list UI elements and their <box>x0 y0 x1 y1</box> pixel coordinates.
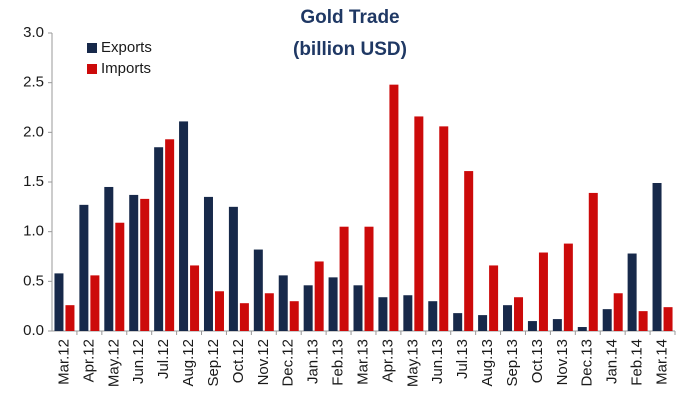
bar <box>464 171 474 331</box>
x-tick-label: Sep.12 <box>205 339 222 387</box>
bar <box>115 222 125 331</box>
x-tick-label: Jun.13 <box>429 339 446 384</box>
bar <box>264 293 274 331</box>
bar <box>577 327 587 331</box>
legend-swatch <box>87 64 97 74</box>
bar <box>378 297 388 331</box>
bar <box>663 307 673 331</box>
bar <box>638 311 648 331</box>
bar <box>439 126 449 331</box>
bar <box>54 273 64 331</box>
bar <box>129 194 139 331</box>
x-tick-label: Jul.12 <box>155 339 172 379</box>
legend-label: Exports <box>101 39 152 56</box>
bar <box>190 265 200 331</box>
x-tick-label: Nov.12 <box>255 339 272 385</box>
y-tick-label: 2.5 <box>23 74 44 91</box>
y-tick-label: 1.0 <box>23 223 44 240</box>
bar <box>453 313 463 331</box>
bar <box>339 226 349 331</box>
bar <box>478 315 488 331</box>
x-tick-label: Jan.14 <box>604 339 621 384</box>
bar <box>328 277 338 331</box>
x-tick-label: Mar.13 <box>354 339 371 385</box>
bar <box>314 261 324 331</box>
y-tick-label: 3.0 <box>23 24 44 41</box>
bar <box>179 121 189 331</box>
bar <box>104 186 114 331</box>
x-tick-label: May.13 <box>404 339 421 387</box>
bar <box>165 139 175 331</box>
bar <box>489 265 499 331</box>
x-tick-label: May.12 <box>105 339 122 387</box>
bar <box>154 147 164 331</box>
legend-swatch <box>87 43 97 53</box>
x-tick-label: Jan.13 <box>305 339 322 384</box>
x-tick-label: Mar.12 <box>55 339 72 385</box>
bar <box>353 285 363 331</box>
x-tick-label: Mar.14 <box>654 339 671 385</box>
x-tick-label: Sep.13 <box>504 339 521 387</box>
bar <box>253 249 263 331</box>
bar <box>602 309 612 331</box>
bar <box>214 291 224 331</box>
bar <box>538 252 548 331</box>
bar <box>389 84 399 331</box>
y-tick-label: 1.5 <box>23 173 44 190</box>
bar <box>613 293 623 331</box>
x-tick-label: Feb.13 <box>330 339 347 386</box>
bar <box>652 182 662 331</box>
bar <box>203 196 213 331</box>
x-tick-label: Aug.13 <box>479 339 496 387</box>
bar <box>90 275 100 331</box>
bar <box>79 204 89 331</box>
bar <box>503 305 513 331</box>
chart-title: Gold Trade <box>300 7 399 28</box>
x-tick-label: Feb.14 <box>629 339 646 386</box>
x-tick-label: Nov.13 <box>554 339 571 385</box>
bar <box>239 303 249 331</box>
bar <box>278 275 288 331</box>
x-tick-label: Dec.12 <box>280 339 297 387</box>
y-tick-label: 0.0 <box>23 322 44 339</box>
x-tick-label: Apr.13 <box>379 339 396 382</box>
bar <box>140 198 150 331</box>
bar <box>563 243 573 331</box>
bar <box>65 305 75 331</box>
x-tick-label: Jul.13 <box>454 339 471 379</box>
x-tick-label: Oct.12 <box>230 339 247 383</box>
bar <box>289 301 299 331</box>
x-tick-label: Apr.12 <box>80 339 97 382</box>
legend-label: Imports <box>101 60 151 77</box>
bar <box>514 297 524 331</box>
bar <box>627 253 637 331</box>
bar <box>428 301 438 331</box>
y-tick-label: 0.5 <box>23 272 44 289</box>
bar <box>552 319 562 331</box>
y-tick-label: 2.0 <box>23 123 44 140</box>
bar <box>403 295 413 331</box>
x-tick-label: Oct.13 <box>529 339 546 383</box>
x-tick-label: Dec.13 <box>579 339 596 387</box>
bar <box>527 321 537 331</box>
x-tick-label: Aug.12 <box>180 339 197 387</box>
chart-subtitle: (billion USD) <box>293 39 407 60</box>
bar <box>228 206 238 331</box>
bar <box>303 285 313 331</box>
x-tick-label: Jun.12 <box>130 339 147 384</box>
bar <box>414 116 424 331</box>
bar <box>364 226 374 331</box>
bar <box>588 192 598 331</box>
